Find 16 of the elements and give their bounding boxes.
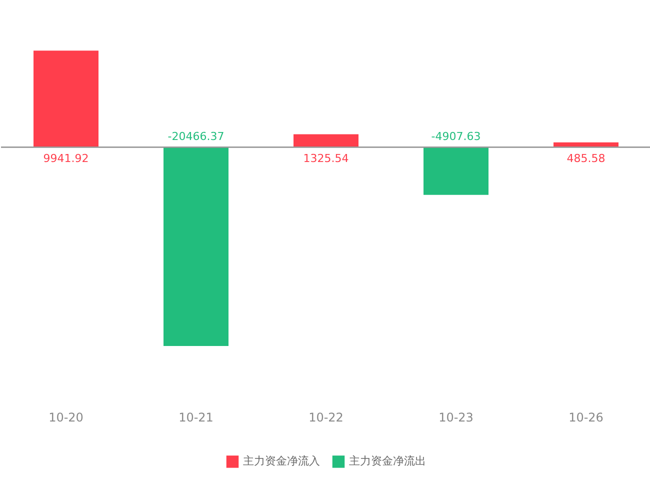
bar [294, 134, 358, 148]
x-tick-label: 10-21 [178, 410, 214, 424]
legend-label: 主力资金净流出 [349, 454, 426, 468]
data-label: 9941.92 [43, 152, 89, 166]
bar [34, 50, 98, 148]
x-tick-label: 10-22 [308, 410, 344, 424]
data-label: -4907.63 [431, 130, 481, 144]
bar [164, 147, 228, 346]
legend-label: 主力资金净流入 [243, 454, 320, 468]
bar [424, 147, 488, 195]
data-label: -20466.37 [168, 130, 224, 144]
data-label: 485.58 [566, 152, 606, 166]
x-tick-label: 10-23 [438, 410, 474, 424]
data-label: 1325.54 [303, 152, 349, 166]
x-tick-label: 10-20 [48, 410, 84, 424]
x-tick-label: 10-26 [568, 410, 604, 424]
